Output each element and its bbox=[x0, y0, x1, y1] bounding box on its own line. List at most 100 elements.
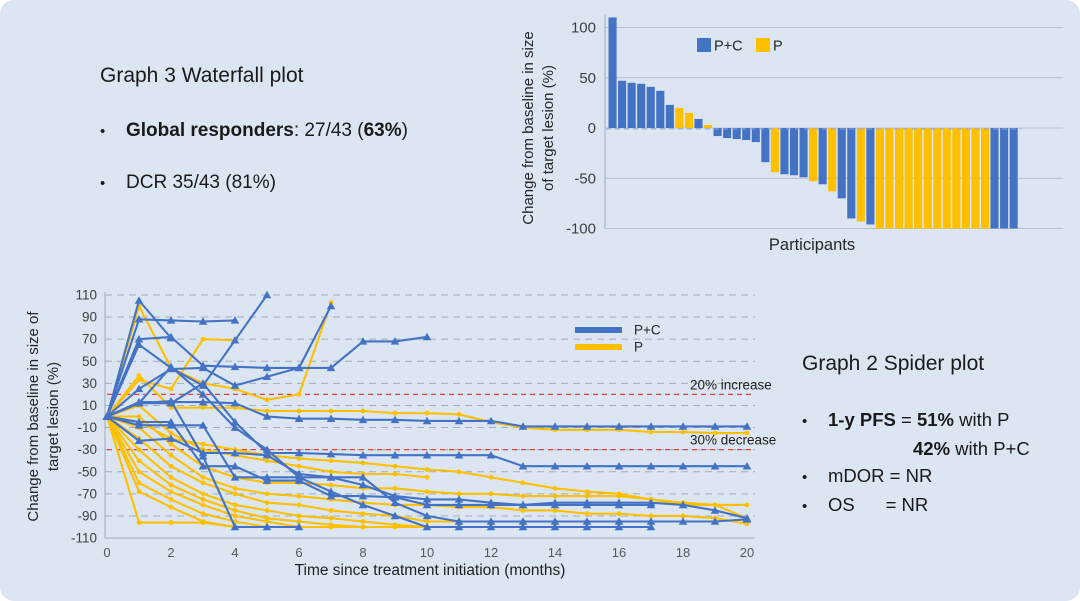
waterfall-bar bbox=[856, 128, 865, 222]
spider-marker-dot bbox=[584, 493, 590, 499]
waterfall-bar bbox=[990, 128, 999, 229]
spider-ytick-label: -50 bbox=[77, 464, 97, 479]
waterfall-bar bbox=[713, 128, 722, 137]
bullet-marker: • bbox=[802, 498, 808, 515]
spider-marker-dot bbox=[232, 485, 238, 491]
bullet-text: OS = NR bbox=[828, 494, 929, 515]
spider-marker-triangle bbox=[486, 517, 496, 525]
spider-marker-triangle bbox=[390, 492, 400, 501]
spider-marker-dot bbox=[456, 411, 462, 417]
spider-marker-triangle bbox=[582, 522, 592, 531]
spider-marker-triangle bbox=[742, 513, 752, 522]
spider-marker-triangle bbox=[710, 517, 720, 525]
spider-marker-triangle bbox=[230, 448, 240, 457]
waterfall-bar bbox=[980, 128, 990, 229]
spider-marker-dot bbox=[744, 430, 750, 436]
graph2-bullet-list: • 1-y PFS = 51% with P 42% with P+C • mDOR =… bbox=[802, 406, 1072, 520]
spider-marker-triangle bbox=[230, 316, 240, 324]
legend-label: P bbox=[634, 340, 643, 355]
spider-marker-dot bbox=[200, 491, 206, 497]
spider-marker-triangle bbox=[262, 372, 272, 381]
spider-marker-triangle bbox=[262, 290, 272, 299]
spider-chart: 110 90 70 50 30 10 -10 -30 -50 -70 -90 -110 20% incr… bbox=[25, 287, 776, 579]
spider-marker-triangle bbox=[646, 422, 656, 430]
bullet-marker: • bbox=[802, 469, 808, 486]
waterfall-bar bbox=[780, 128, 789, 175]
spider-marker-dot bbox=[552, 508, 558, 513]
spider-xtick-label: 10 bbox=[420, 545, 434, 560]
spider-xtick-label: 16 bbox=[612, 545, 626, 560]
waterfall-bar bbox=[1009, 128, 1018, 229]
legend-label: P+C bbox=[714, 39, 743, 55]
spider-marker-triangle bbox=[198, 317, 208, 325]
waterfall-bar bbox=[627, 82, 636, 128]
waterfall-bar bbox=[847, 128, 856, 219]
bullet-item: • mDOR = NR bbox=[802, 462, 1072, 491]
spider-xtick-label: 8 bbox=[359, 545, 366, 560]
spider-marker-dot bbox=[392, 463, 398, 469]
bullet-text: Global responders: 27/43 (63%) bbox=[126, 120, 408, 141]
spider-marker-dot bbox=[264, 491, 270, 497]
spider-marker-triangle bbox=[518, 500, 528, 509]
spider-xaxis-title: Time since treatment initiation (months) bbox=[295, 562, 566, 579]
reference-line-label: 20% increase bbox=[690, 377, 772, 392]
spider-marker-triangle bbox=[742, 422, 752, 430]
spider-marker-triangle bbox=[166, 417, 176, 426]
waterfall-bar bbox=[961, 128, 970, 229]
spider-ytick-label: -30 bbox=[77, 442, 97, 457]
spider-marker-triangle bbox=[198, 462, 208, 470]
spider-marker-dot bbox=[296, 392, 302, 397]
spider-marker-triangle bbox=[390, 498, 400, 506]
spider-marker-triangle bbox=[422, 500, 432, 509]
waterfall-bar bbox=[637, 83, 646, 128]
spider-marker-triangle bbox=[326, 449, 336, 458]
spider-marker-dot bbox=[136, 480, 142, 486]
spider-marker-triangle bbox=[582, 422, 592, 430]
waterfall-xaxis-title: Participants bbox=[769, 236, 855, 254]
waterfall-ytick-label: 100 bbox=[571, 20, 596, 37]
bullet-item: • DCR 35/43 (81%) bbox=[100, 172, 500, 194]
spider-series-line-pc bbox=[106, 305, 332, 417]
waterfall-ytick-label: 0 bbox=[588, 120, 596, 137]
spider-marker-dot bbox=[264, 515, 270, 521]
spider-marker-triangle bbox=[326, 491, 336, 500]
spider-marker-triangle bbox=[230, 381, 240, 389]
waterfall-bar bbox=[942, 128, 951, 229]
spider-marker-triangle bbox=[486, 500, 496, 509]
spider-marker-triangle bbox=[710, 462, 720, 470]
spider-marker-dot bbox=[328, 482, 334, 488]
spider-marker-triangle bbox=[358, 473, 368, 481]
spider-ytick-label: 110 bbox=[75, 287, 97, 302]
waterfall-bar bbox=[866, 128, 875, 225]
spider-marker-dot bbox=[520, 493, 526, 499]
spider-yaxis-title: Change from baseline in size of bbox=[25, 311, 42, 522]
spider-marker-dot bbox=[200, 511, 206, 517]
spider-marker-triangle bbox=[198, 421, 208, 429]
spider-marker-dot bbox=[136, 373, 142, 379]
spider-marker-dot bbox=[488, 474, 494, 480]
spider-marker-dot bbox=[648, 429, 654, 435]
spider-xtick-label: 0 bbox=[103, 545, 110, 560]
spider-marker-triangle bbox=[710, 422, 720, 430]
waterfall-bar bbox=[837, 128, 846, 199]
waterfall-bar bbox=[723, 128, 732, 139]
waterfall-bar bbox=[618, 80, 627, 128]
spider-marker-triangle bbox=[518, 522, 528, 531]
spider-marker-dot bbox=[360, 460, 366, 466]
spider-marker-dot bbox=[488, 491, 494, 497]
waterfall-bar bbox=[646, 86, 655, 128]
spider-marker-triangle bbox=[454, 517, 464, 525]
spider-marker-triangle bbox=[134, 417, 144, 426]
waterfall-yaxis-title: of target lesion (%) bbox=[540, 65, 557, 191]
spider-marker-triangle bbox=[326, 414, 336, 423]
waterfall-bar bbox=[952, 128, 961, 229]
spider-ytick-label: 10 bbox=[82, 398, 97, 413]
spider-marker-dot bbox=[168, 430, 174, 436]
spider-marker-triangle bbox=[454, 522, 464, 531]
spider-marker-triangle bbox=[518, 462, 528, 470]
spider-marker-dot bbox=[712, 430, 718, 436]
waterfall-bar bbox=[799, 128, 808, 178]
spider-marker-triangle bbox=[550, 498, 560, 506]
spider-marker-triangle bbox=[358, 450, 368, 459]
